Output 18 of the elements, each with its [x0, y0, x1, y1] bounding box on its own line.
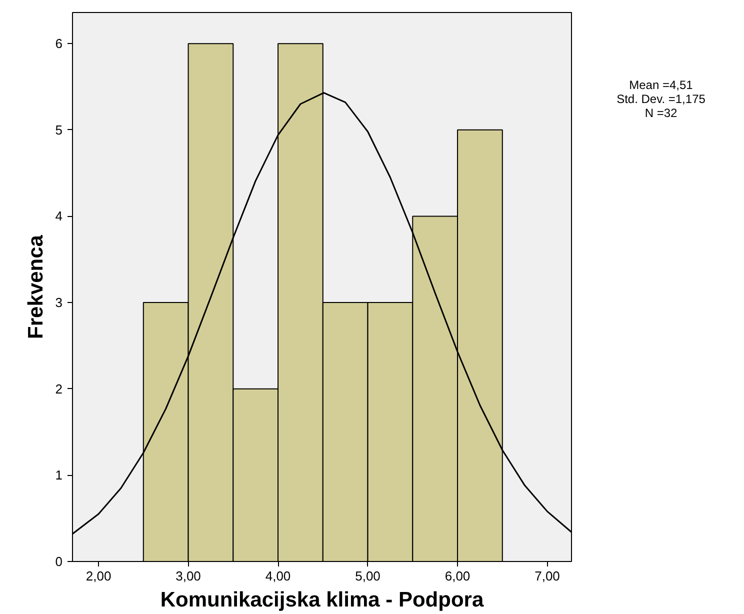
y-tick-label: 1 [55, 468, 63, 483]
y-axis-title: Frekvenca [24, 234, 48, 339]
y-tick-label: 6 [55, 36, 63, 52]
y-tick-label: 4 [55, 208, 63, 224]
x-tick-label: 7,00 [534, 568, 560, 584]
text: Mean =4,51 [629, 78, 693, 92]
y-tick-label: 2 [55, 381, 63, 396]
x-tick-label: 2,00 [86, 568, 112, 584]
text: N =32 [644, 106, 678, 120]
x-tick-label: 5,00 [355, 568, 380, 584]
y-tick-label: 5 [55, 122, 63, 138]
y-tick-label: 3 [55, 295, 63, 310]
x-tick-label: 3,00 [176, 568, 201, 584]
y-tick-label: 0 [55, 554, 63, 569]
x-tick-label: 6,00 [444, 568, 470, 584]
text: Std. Dev. =1,175 [616, 92, 706, 106]
x-tick-label: 4,00 [265, 568, 291, 584]
x-axis-title: Komunikacijska klima - Podpora [160, 588, 484, 612]
